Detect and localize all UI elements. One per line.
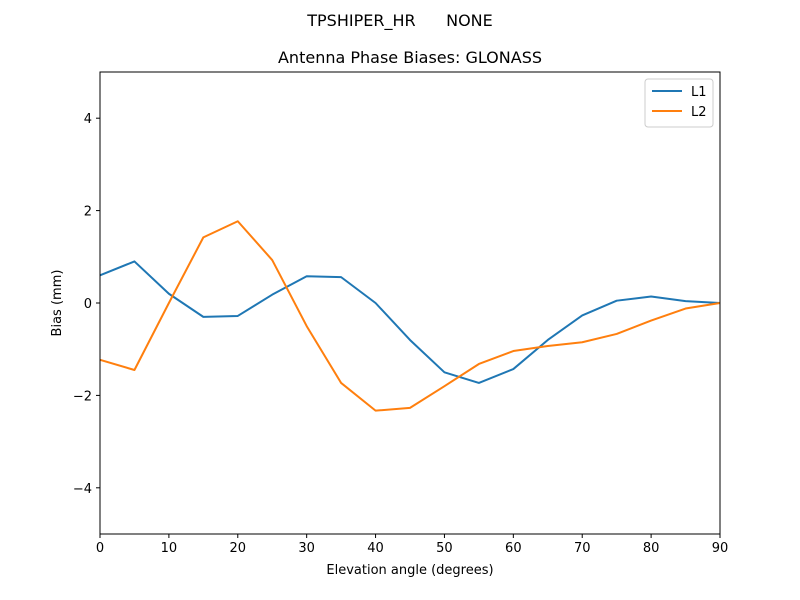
series-line-l1 [99, 260, 721, 384]
x-tick-label: 30 [298, 541, 315, 556]
legend-label-l2: L2 [691, 105, 707, 120]
x-tick-label: 50 [436, 541, 453, 556]
x-tick-label: 70 [574, 541, 591, 556]
x-tick-label: 0 [96, 541, 104, 556]
x-tick-label: 40 [367, 541, 384, 556]
series-lines [99, 220, 721, 412]
y-tick-label: −4 [73, 482, 92, 497]
series-line-l2 [99, 220, 721, 412]
x-tick-label: 10 [161, 541, 178, 556]
plot-area [100, 72, 720, 534]
y-axis-label: Bias (mm) [50, 270, 65, 337]
figure-suptitle: TPSHIPER_HR NONE [306, 11, 493, 31]
y-tick-label: 4 [84, 112, 92, 127]
y-tick-label: 2 [84, 205, 92, 220]
y-tick-label: 0 [84, 297, 92, 312]
x-axis-ticks: 0 10 20 30 40 50 60 70 80 90 [96, 534, 728, 556]
legend-label-l1: L1 [691, 85, 707, 100]
x-tick-label: 60 [505, 541, 522, 556]
chart-title: Antenna Phase Biases: GLONASS [278, 48, 542, 67]
x-tick-label: 80 [643, 541, 660, 556]
plot-background [100, 72, 720, 534]
y-axis-ticks: −4 −2 0 2 4 [73, 112, 100, 497]
x-tick-label: 90 [712, 541, 729, 556]
x-axis-label: Elevation angle (degrees) [326, 563, 493, 578]
x-tick-label: 20 [230, 541, 247, 556]
y-tick-label: −2 [73, 389, 92, 404]
legend: L1 L2 [644, 78, 714, 128]
